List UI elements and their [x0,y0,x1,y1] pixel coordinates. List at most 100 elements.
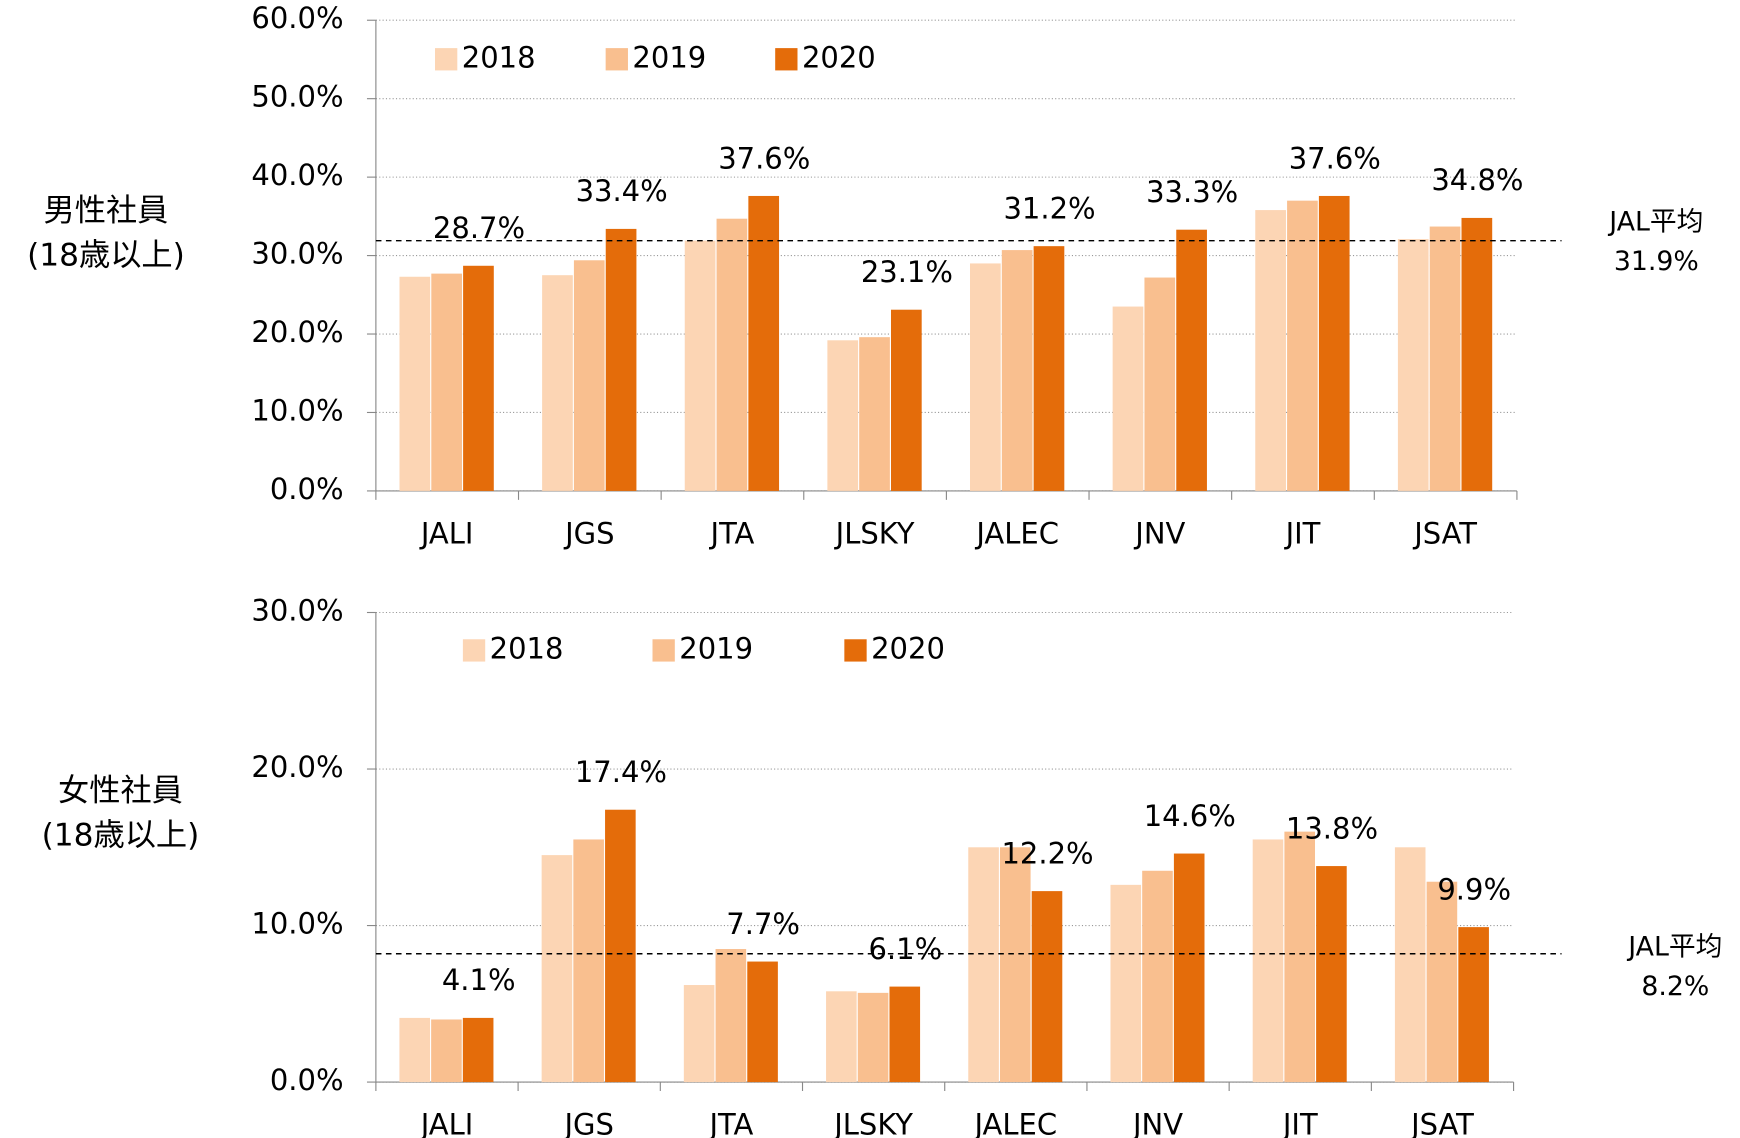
legend-swatch [844,639,867,662]
y-axis-label: (18歳以上) [42,818,200,854]
data-label: 6.1% [868,932,942,966]
x-tick-label: JNV [1131,1108,1183,1138]
legend-swatch [435,48,458,71]
bar [605,228,637,491]
data-label: 33.4% [576,174,668,208]
data-label: 4.1% [442,963,516,997]
data-label: 14.6% [1144,799,1236,833]
bar [1394,847,1426,1083]
legend-label: 2019 [632,40,706,74]
x-tick-label: JLSKY [832,1108,913,1138]
legend-label: 2020 [871,631,945,665]
bar [968,847,999,1083]
data-label: 37.6% [718,141,810,175]
legend-label: 2019 [679,631,753,665]
bar [1173,853,1205,1083]
x-tick-label: JSAT [1412,517,1477,551]
bar [1318,195,1350,491]
data-label: 28.7% [433,211,525,245]
bar [399,276,431,491]
bar [1316,866,1347,1083]
data-label: 37.6% [1289,141,1381,175]
x-tick-label: JTA [707,1108,753,1138]
x-tick-label: JTA [709,517,755,551]
bar [1110,884,1142,1083]
bar [1033,246,1065,491]
data-label: 12.2% [1001,836,1093,870]
data-label: 31.2% [1003,191,1095,225]
y-tick-label: 50.0% [251,80,343,114]
bar [399,1017,431,1083]
y-tick-label: 20.0% [251,750,343,784]
y-tick-label: 60.0% [251,1,343,35]
bar [748,195,780,491]
x-tick-label: JALI [419,1108,474,1138]
x-tick-label: JIT [1281,1108,1318,1138]
bar [462,1017,494,1083]
bar [859,337,890,491]
bar [431,1019,462,1083]
bar [573,839,604,1083]
y-axis-label: 男性社員 [44,193,169,229]
bar [716,218,748,491]
bar [1397,239,1429,491]
data-label: 34.8% [1431,163,1523,197]
bar [1252,839,1284,1083]
legend-swatch [775,48,798,71]
x-tick-label: JGS [563,517,614,551]
legend-label: 2020 [802,40,876,74]
y-axis-label: 女性社員 [58,773,183,809]
bar [431,273,462,491]
bar [889,986,921,1083]
y-tick-label: 20.0% [251,315,343,349]
y-tick-label: 10.0% [251,907,343,941]
legend-swatch [605,48,628,71]
reference-label: JAL平均 [1626,932,1722,963]
bar [1176,229,1207,491]
bar [605,809,636,1083]
x-tick-label: JALEC [974,517,1059,551]
x-tick-label: JNV [1133,517,1185,551]
bar [1461,217,1493,491]
bar [857,992,889,1083]
bar [747,961,778,1083]
data-label: 33.3% [1146,175,1238,209]
y-tick-label: 40.0% [251,158,343,192]
bar [684,240,716,491]
reference-label: JAL平均 [1607,207,1703,238]
x-tick-label: JALI [419,517,474,551]
x-tick-label: JSAT [1409,1108,1474,1138]
legend-swatch [652,639,675,662]
bar [1458,927,1489,1083]
reference-value: 31.9% [1614,246,1699,277]
legend-label: 2018 [462,40,536,74]
bar [999,847,1031,1083]
bar [827,340,859,491]
x-tick-label: JGS [562,1108,613,1138]
y-tick-label: 10.0% [251,393,343,427]
y-tick-label: 0.0% [270,472,344,506]
data-label: 7.7% [726,907,800,941]
bar [890,309,922,491]
bar [1142,870,1173,1083]
bar [463,265,494,491]
bar [1112,306,1144,491]
reference-value: 8.2% [1641,971,1709,1002]
bar [683,985,715,1083]
bar [1255,210,1286,491]
legend-swatch [462,639,486,662]
bar [1426,881,1458,1083]
bar [1001,250,1033,491]
bar [970,263,1001,491]
data-label: 13.8% [1286,811,1378,845]
bar [1429,226,1461,491]
data-label: 23.1% [861,255,953,289]
y-tick-label: 30.0% [251,594,343,628]
x-tick-label: JIT [1284,517,1321,551]
data-label: 17.4% [575,755,667,789]
bar [542,275,573,491]
y-tick-label: 30.0% [251,237,343,271]
bar [1287,200,1318,491]
bar [715,949,747,1083]
